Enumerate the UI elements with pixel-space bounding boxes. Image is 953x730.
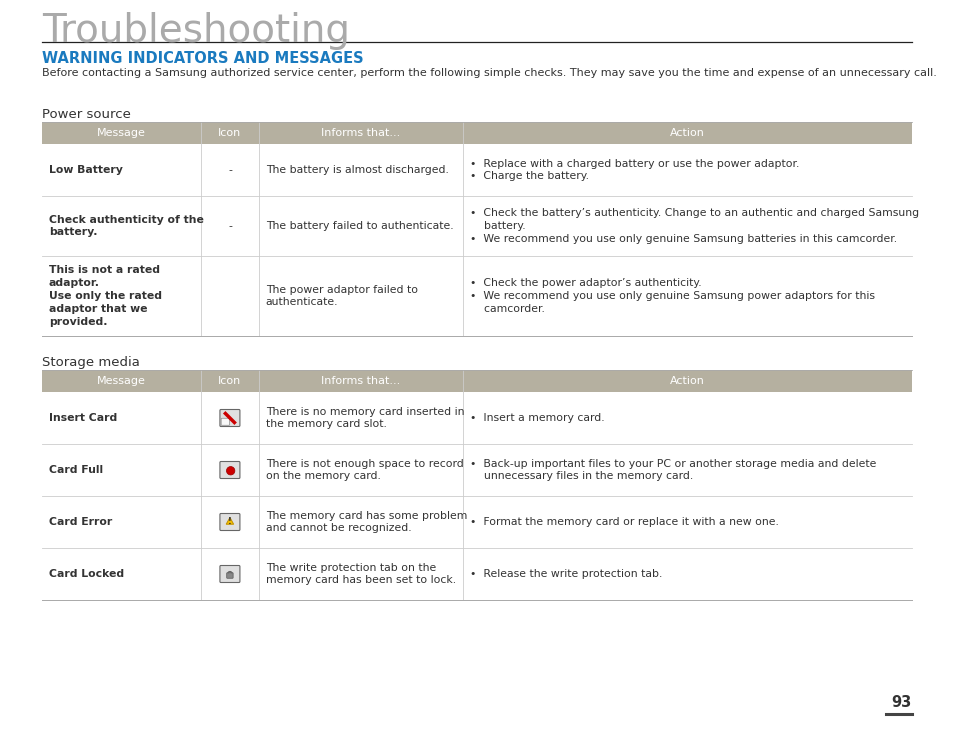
Text: Informs that...: Informs that... (321, 376, 400, 386)
Text: Low Battery: Low Battery (49, 165, 123, 175)
Text: •  Format the memory card or replace it with a new one.: • Format the memory card or replace it w… (469, 517, 778, 527)
Text: Message: Message (97, 128, 146, 138)
Text: •  Check the battery’s authenticity. Change to an authentic and charged Samsung
: • Check the battery’s authenticity. Chan… (469, 208, 918, 244)
Text: •  Release the write protection tab.: • Release the write protection tab. (469, 569, 661, 579)
Text: •  Check the power adaptor’s authenticity.
•  We recommend you use only genuine : • Check the power adaptor’s authenticity… (469, 278, 874, 314)
Bar (42, 122, 911, 144)
Text: •  Back-up important files to your PC or another storage media and delete
    un: • Back-up important files to your PC or … (469, 458, 875, 481)
Text: The battery failed to authenticate.: The battery failed to authenticate. (266, 221, 453, 231)
Text: Insert Card: Insert Card (49, 413, 117, 423)
Bar (42, 370, 911, 392)
Text: WARNING INDICATORS AND MESSAGES: WARNING INDICATORS AND MESSAGES (42, 51, 363, 66)
Text: •  Replace with a charged battery or use the power adaptor.
•  Charge the batter: • Replace with a charged battery or use … (469, 158, 798, 181)
Text: The write protection tab on the
memory card has been set to lock.: The write protection tab on the memory c… (266, 563, 456, 585)
Text: Card Locked: Card Locked (49, 569, 124, 579)
Text: 93: 93 (891, 695, 911, 710)
Text: -: - (228, 221, 232, 231)
Text: Informs that...: Informs that... (321, 128, 400, 138)
Text: Icon: Icon (218, 376, 241, 386)
Circle shape (226, 466, 234, 475)
FancyBboxPatch shape (220, 513, 239, 531)
Text: This is not a rated
adaptor.
Use only the rated
adaptor that we
provided.: This is not a rated adaptor. Use only th… (49, 266, 162, 326)
Text: Troubleshooting: Troubleshooting (42, 12, 350, 50)
Text: The power adaptor failed to
authenticate.: The power adaptor failed to authenticate… (266, 285, 417, 307)
Text: !: ! (228, 518, 232, 526)
Text: Card Error: Card Error (49, 517, 112, 527)
FancyBboxPatch shape (220, 410, 239, 426)
FancyBboxPatch shape (227, 573, 233, 578)
Text: Action: Action (669, 128, 704, 138)
Text: There is no memory card inserted in
the memory card slot.: There is no memory card inserted in the … (266, 407, 464, 429)
Text: Card Full: Card Full (49, 465, 103, 475)
FancyBboxPatch shape (220, 461, 239, 478)
Text: •  Insert a memory card.: • Insert a memory card. (469, 413, 603, 423)
Text: Before contacting a Samsung authorized service center, perform the following sim: Before contacting a Samsung authorized s… (42, 68, 936, 78)
Text: Storage media: Storage media (42, 356, 140, 369)
Polygon shape (226, 518, 233, 524)
Text: Power source: Power source (42, 108, 131, 121)
Text: -: - (228, 165, 232, 175)
Text: Action: Action (669, 376, 704, 386)
FancyBboxPatch shape (221, 418, 230, 426)
Text: There is not enough space to record
on the memory card.: There is not enough space to record on t… (266, 458, 463, 481)
Text: Check authenticity of the
battery.: Check authenticity of the battery. (49, 215, 204, 237)
FancyBboxPatch shape (220, 566, 239, 583)
Text: The memory card has some problem
and cannot be recognized.: The memory card has some problem and can… (266, 510, 467, 534)
Text: Icon: Icon (218, 128, 241, 138)
Text: The battery is almost discharged.: The battery is almost discharged. (266, 165, 448, 175)
Text: Message: Message (97, 376, 146, 386)
